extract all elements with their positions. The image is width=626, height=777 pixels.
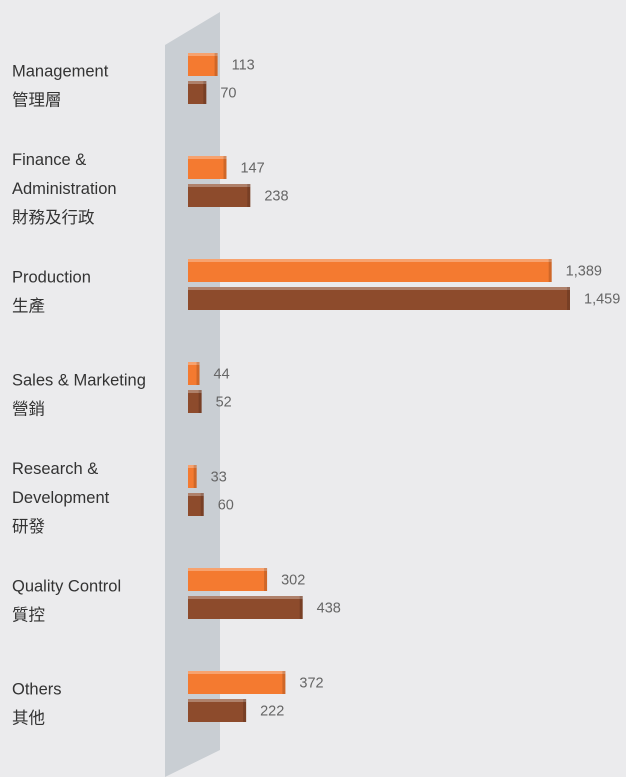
- bar-bevel: [188, 81, 207, 84]
- bar: [188, 53, 218, 76]
- bar-side: [567, 287, 570, 310]
- category-label: Research &: [12, 460, 98, 478]
- bar-bevel: [188, 390, 202, 393]
- category-label: Finance &: [12, 151, 86, 169]
- bar-bevel: [188, 362, 200, 365]
- category-label: 研發: [12, 517, 45, 536]
- bar-bevel: [188, 699, 247, 702]
- value-label: 70: [220, 85, 236, 101]
- value-label: 302: [281, 572, 305, 588]
- bar: [188, 699, 247, 722]
- bar: [188, 259, 552, 282]
- bar-bevel: [188, 184, 251, 187]
- category-label: Development: [12, 489, 110, 507]
- value-label: 33: [211, 469, 227, 485]
- bar-side: [282, 671, 286, 694]
- category-label: Quality Control: [12, 577, 121, 595]
- value-label: 438: [317, 600, 341, 616]
- bar-bevel: [188, 287, 570, 290]
- value-label: 222: [260, 703, 284, 719]
- bar-side: [196, 362, 200, 385]
- bar-side: [223, 156, 227, 179]
- value-label: 44: [214, 366, 230, 382]
- bar-side: [200, 493, 204, 516]
- bar: [188, 493, 204, 516]
- bar-side: [198, 390, 202, 413]
- category-label: 質控: [12, 605, 45, 624]
- bar-bevel: [188, 568, 268, 571]
- bar: [188, 156, 227, 179]
- bar: [188, 390, 202, 413]
- category-label: 財務及行政: [12, 208, 95, 227]
- category-label: Sales & Marketing: [12, 371, 146, 389]
- value-label: 372: [299, 675, 323, 691]
- category-label: Others: [12, 680, 62, 698]
- bar-bevel: [188, 493, 204, 496]
- value-label: 60: [218, 497, 234, 513]
- category-label: 管理層: [12, 90, 62, 109]
- value-label: 147: [240, 160, 264, 176]
- bar: [188, 184, 251, 207]
- category-label: 營銷: [12, 399, 45, 418]
- bar-side: [548, 259, 552, 282]
- bar-bevel: [188, 53, 218, 56]
- bar-side: [264, 568, 268, 591]
- value-label: 113: [232, 57, 255, 73]
- bar-side: [203, 81, 207, 104]
- bar-side: [214, 53, 218, 76]
- bar-bevel: [188, 596, 303, 599]
- value-label: 238: [264, 188, 288, 204]
- bar: [188, 465, 197, 488]
- category-label: Management: [12, 62, 109, 80]
- bar: [188, 596, 303, 619]
- bar: [188, 81, 207, 104]
- bar-bevel: [188, 671, 286, 674]
- bar: [188, 671, 286, 694]
- category-label: 其他: [12, 708, 45, 727]
- category-label: 生產: [12, 296, 45, 315]
- bar: [188, 287, 570, 310]
- bar-bevel: [188, 465, 197, 468]
- bar-side: [243, 699, 247, 722]
- bar-bevel: [188, 259, 552, 262]
- category-label: Production: [12, 268, 91, 286]
- value-label: 1,459: [584, 291, 620, 307]
- bar-side: [193, 465, 197, 488]
- bar-side: [299, 596, 303, 619]
- bar-bevel: [188, 156, 227, 159]
- bar: [188, 362, 200, 385]
- bar: [188, 568, 268, 591]
- bar-side: [247, 184, 251, 207]
- category-label: Administration: [12, 180, 117, 198]
- value-label: 1,389: [566, 263, 602, 279]
- value-label: 52: [216, 394, 232, 410]
